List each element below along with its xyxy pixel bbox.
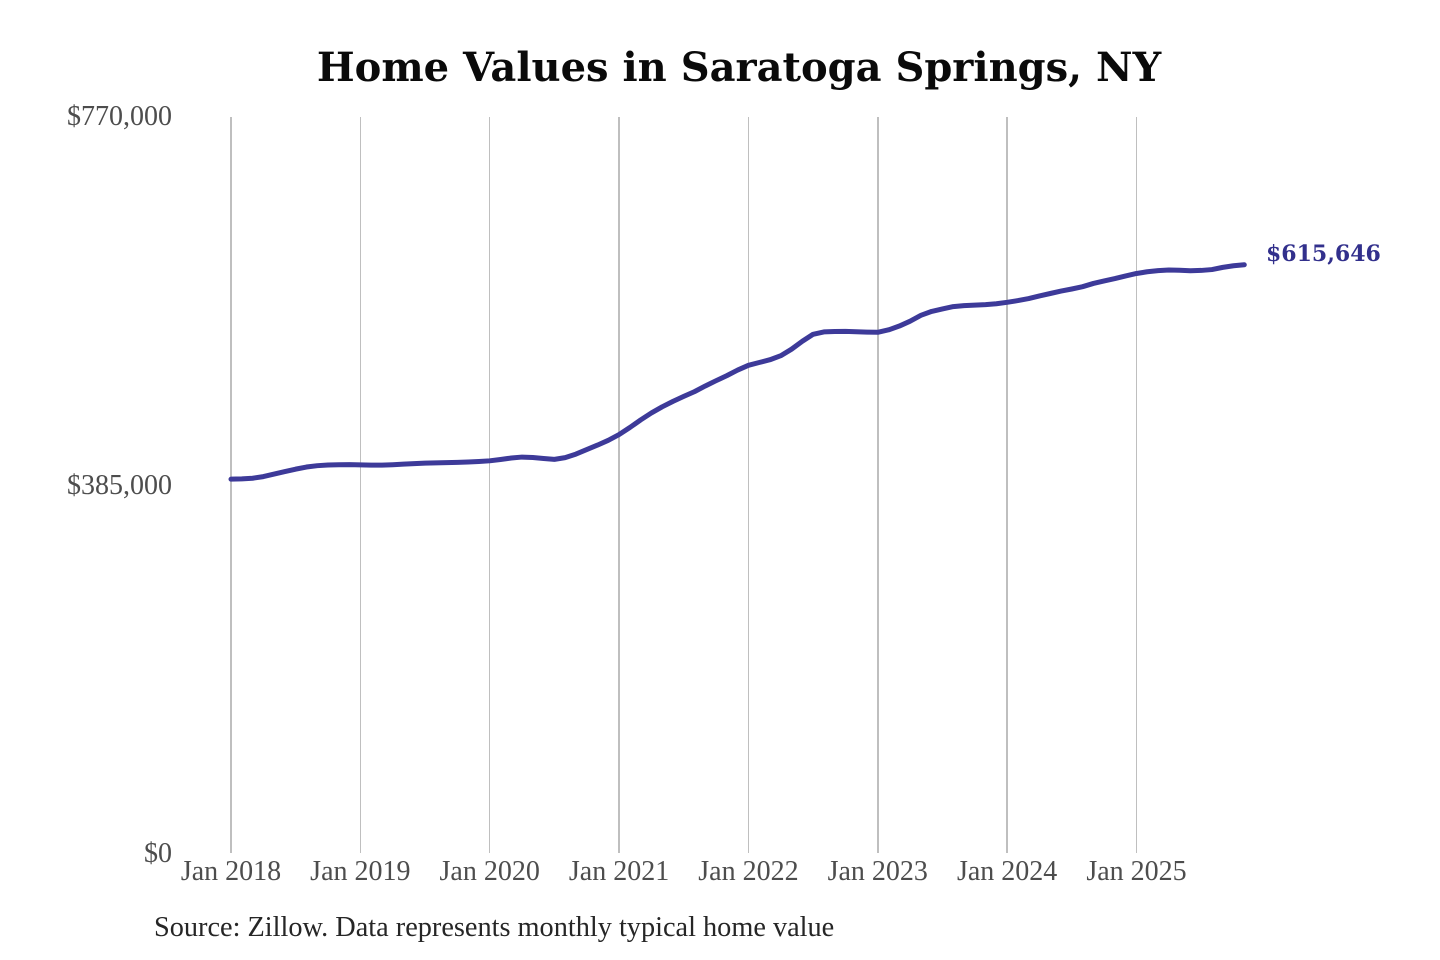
home-value-line [228,262,1247,482]
chart-title: Home Values in Saratoga Springs, NY [316,44,1162,91]
y-tick-label: $770,000 [67,101,172,132]
gridline-jan-2025 [1135,117,1138,853]
gridline-jan-2024 [1006,117,1008,853]
x-tick-label: Jan 2018 [180,856,282,887]
y-tick-label: $0 [144,838,172,869]
gridline-jan-2019 [359,117,362,853]
x-tick-label: Jan 2025 [1086,856,1187,887]
x-tick-label: Jan 2021 [568,856,670,887]
gridline-jan-2021 [618,117,620,853]
x-tick-label: Jan 2023 [827,856,928,887]
x-tick-label: Jan 2022 [698,856,799,887]
y-tick-label: $385,000 [67,469,172,501]
gridline-jan-2020 [488,117,491,853]
latest-value-label: $615,646 [1266,241,1381,267]
gridline-jan-2022 [747,117,750,853]
x-tick-label: Jan 2020 [439,856,540,887]
x-tick-label: Jan 2024 [956,856,1058,887]
source-note: Source: Zillow. Data represents monthly … [154,912,835,943]
gridline-jan-2023 [877,117,879,853]
x-tick-label: Jan 2019 [310,856,411,887]
gridline-jan-2018 [230,117,232,853]
